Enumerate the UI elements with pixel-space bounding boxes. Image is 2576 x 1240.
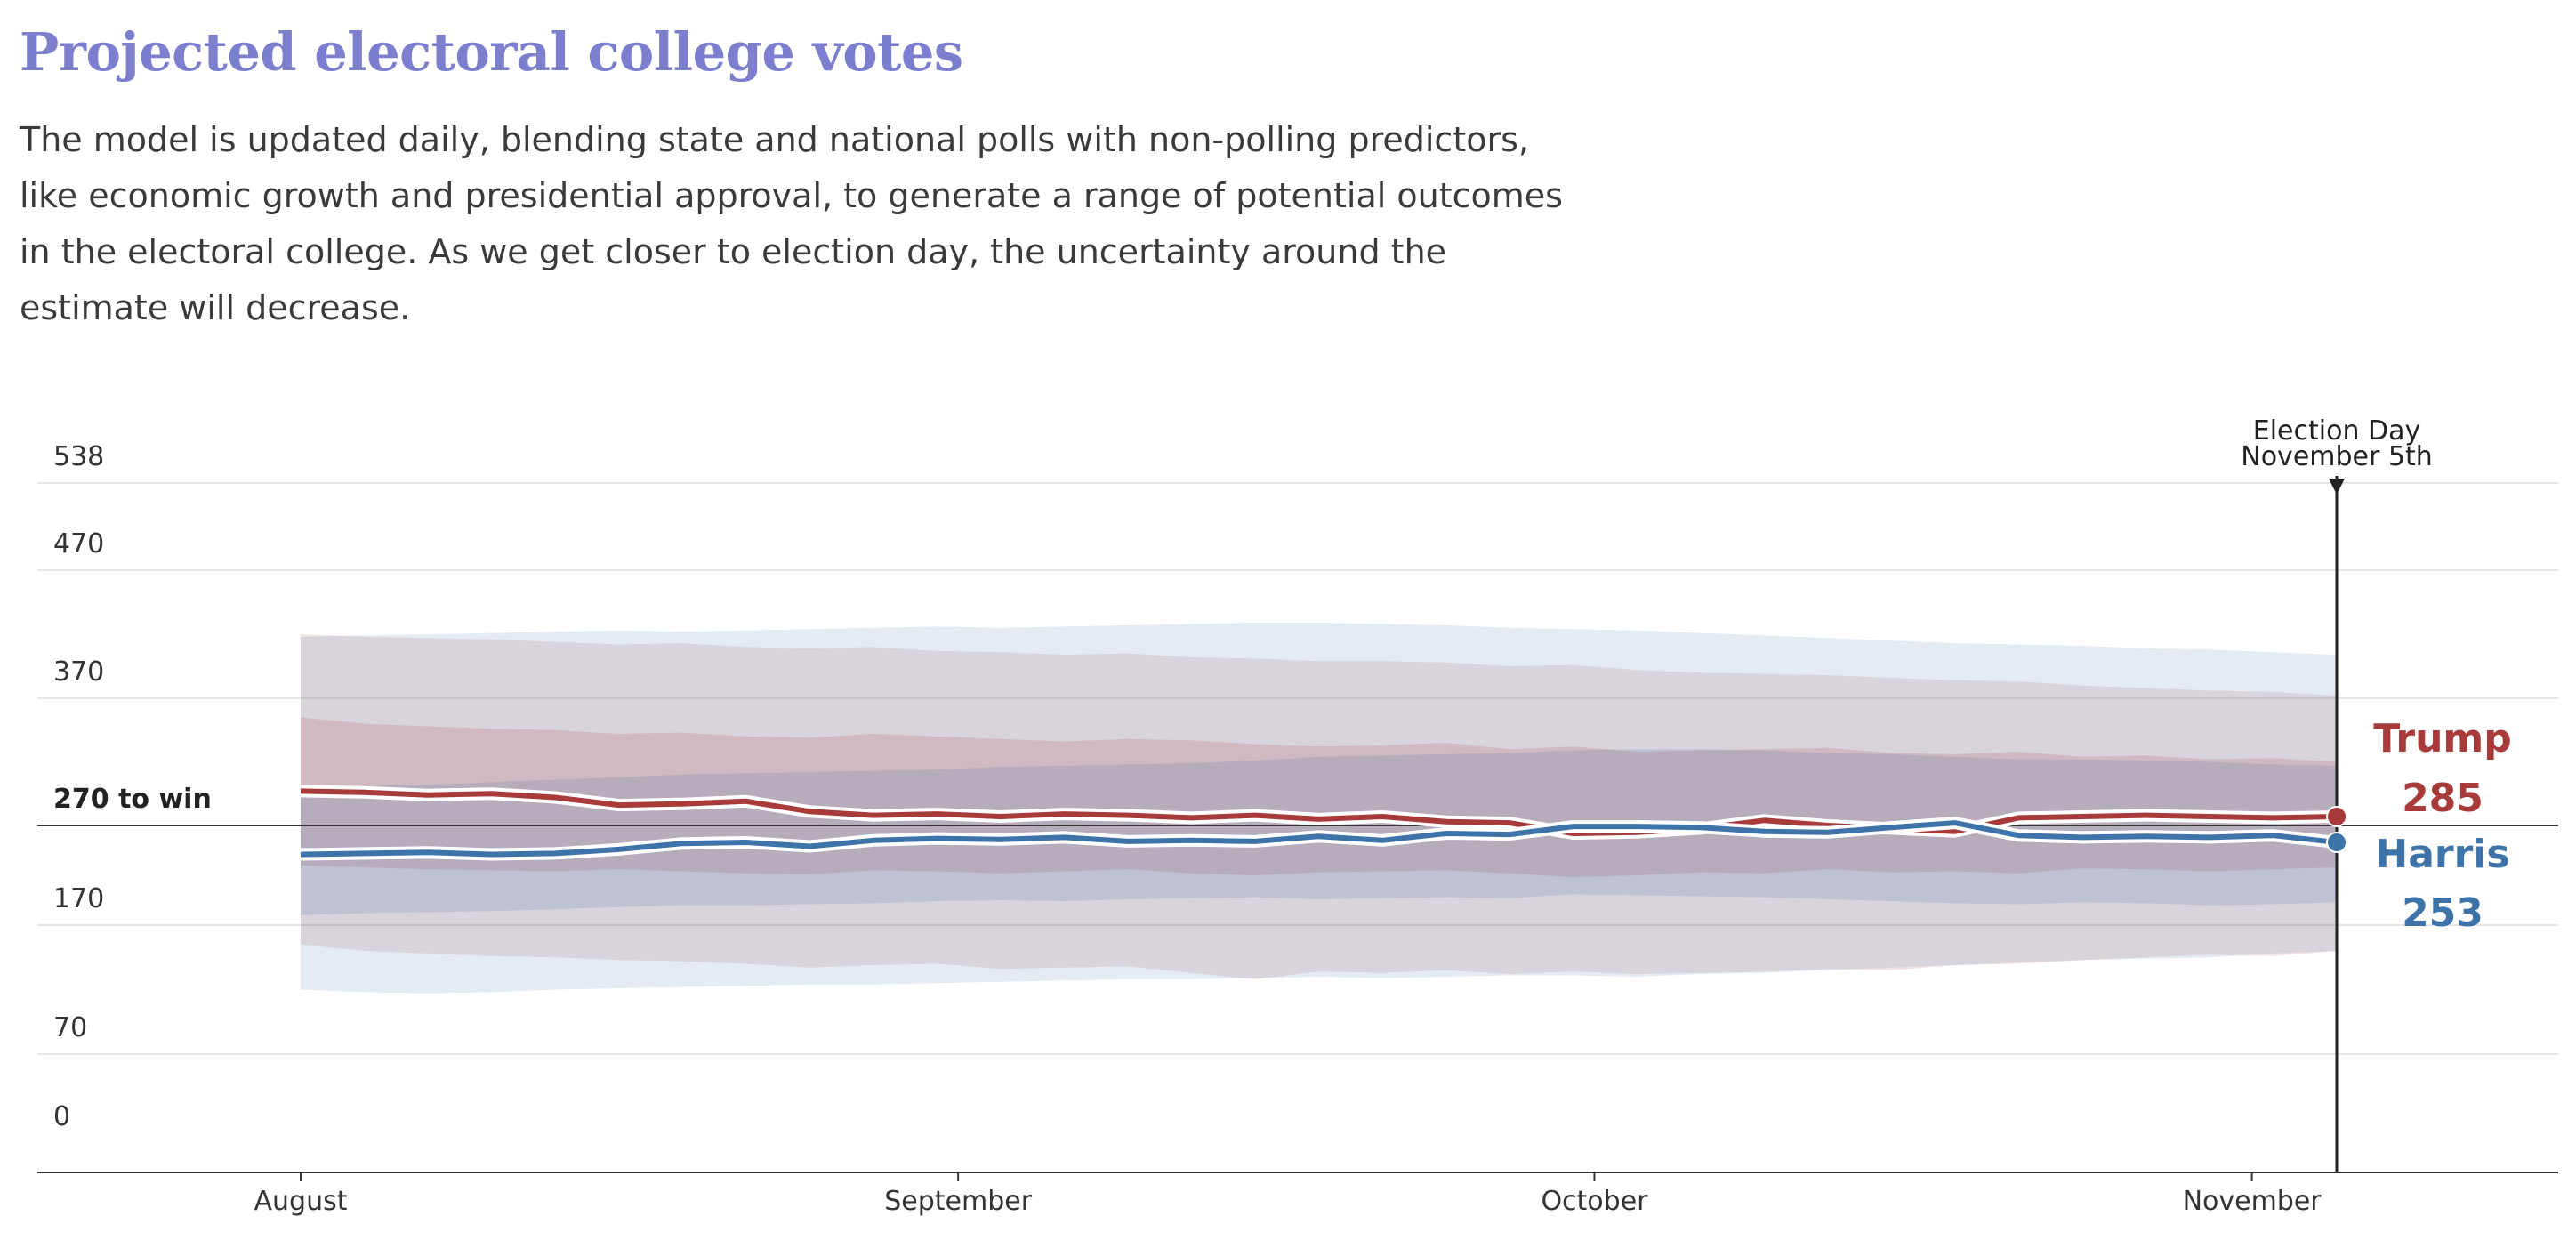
y-tick-label: 70: [53, 1012, 87, 1043]
trump-outer-band: [301, 634, 2337, 979]
x-tick-label: November: [2183, 1186, 2322, 1217]
end-labels: Trump 285 Harris 253: [2326, 716, 2512, 936]
x-tick-label: August: [254, 1186, 348, 1217]
election-day-date-label: November 5th: [2241, 441, 2432, 472]
harris-value-label: 253: [2402, 890, 2483, 936]
harris-name-label: Harris: [2375, 832, 2509, 877]
series-lines: [300, 785, 2338, 861]
trump-end-dot: [2326, 805, 2347, 827]
y-tick-label: 170: [53, 883, 104, 914]
x-tick-label: September: [884, 1186, 1032, 1217]
trump-line: [300, 788, 2338, 836]
harris-outer-band: [301, 623, 2337, 994]
y-tick-label: 0: [53, 1101, 70, 1132]
election-day-label: Election Day: [2253, 415, 2420, 447]
threshold-line-group: 270 to win: [37, 784, 2558, 826]
harris-line: [300, 820, 2338, 858]
trump-name-label: Trump: [2373, 716, 2512, 761]
harris-end-dot: [2326, 832, 2347, 854]
trump-value-label: 285: [2402, 776, 2483, 821]
chart-description: The model is updated daily, blending sta…: [20, 120, 1563, 327]
page-title: Projected electoral college votes: [20, 21, 963, 83]
y-tick-label: 538: [53, 441, 104, 472]
x-tick-label: October: [1541, 1186, 1648, 1217]
threshold-label: 270 to win: [53, 784, 212, 815]
y-tick-label: 470: [53, 528, 104, 560]
gridlines: [37, 482, 2558, 1055]
uncertainty-bands: [301, 623, 2337, 994]
election-day-arrow-icon: [2329, 479, 2345, 495]
y-tick-label: 370: [53, 656, 104, 688]
tick-labels: 0 70 170 370 470 538 August September October Nov…: [53, 441, 2322, 1217]
